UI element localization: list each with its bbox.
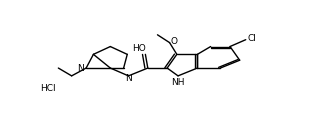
Text: NH: NH (171, 78, 185, 87)
Text: N: N (125, 74, 132, 83)
Text: O: O (170, 37, 178, 46)
Text: HO: HO (133, 44, 146, 53)
Text: Cl: Cl (247, 34, 256, 43)
Text: N: N (77, 64, 84, 73)
Text: HCl: HCl (40, 84, 56, 93)
